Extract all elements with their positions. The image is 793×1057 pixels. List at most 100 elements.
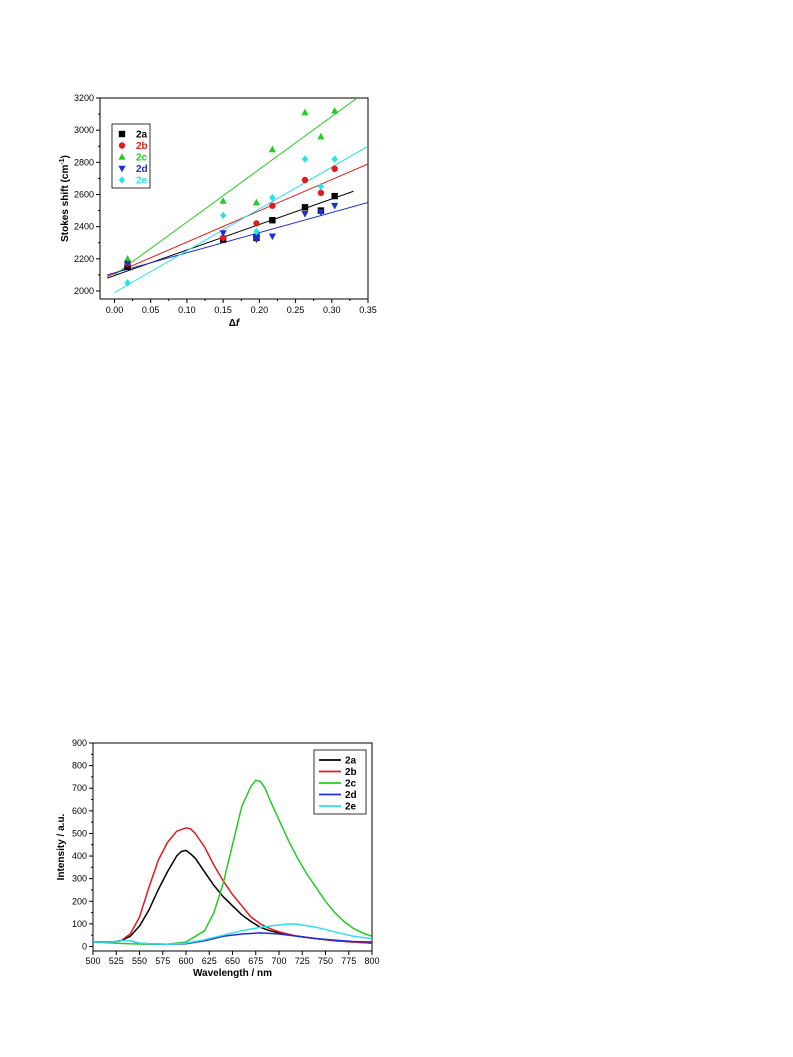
fit-line-2e [114,145,368,294]
y-tick-label: 500 [72,828,87,838]
y-axis-label: Intensity / a.u. [56,813,67,880]
x-tick-label: 750 [318,956,333,966]
legend-marker-2a [118,130,126,138]
x-tick-label: 600 [178,956,193,966]
data-point-2d [252,233,261,241]
y-tick-label: 2800 [74,157,94,167]
data-point-2b [331,165,338,172]
x-tick-label: 525 [109,956,124,966]
data-point-2d [301,210,309,218]
x-tick-label: 625 [202,956,217,966]
x-tick-label: 775 [341,956,356,966]
legend-label-2e: 2e [345,802,357,813]
series-2b [124,165,338,267]
data-point-2a [301,204,309,211]
data-point-2e [253,227,260,236]
x-tick-label: 0.30 [323,305,341,315]
data-point-2c [219,197,227,204]
y-axis-label: Stokes shift (cm-1) [59,155,71,242]
data-point-2a [331,192,338,200]
y-tick-label: 900 [72,738,87,748]
data-point-2d [317,209,325,216]
legend-box [111,123,151,189]
y-tick-label: 2000 [74,286,94,296]
x-axis-label-main: Δ [229,318,236,329]
y-tick-label: 200 [72,896,87,906]
data-point-2b [253,220,260,227]
data-point-2b [219,234,227,242]
x-tick-label: 725 [295,956,310,966]
data-point-2b [301,176,309,184]
data-point-2b [269,202,276,209]
y-tick-label: 700 [72,783,87,793]
legend-label-2d: 2d [136,164,148,175]
spectra-lines [93,779,372,945]
fit-line-2c [114,98,358,276]
x-axis-label-italic: f [236,318,241,329]
y-tick-label: 800 [72,761,87,771]
legend-label-2c: 2c [136,153,148,164]
series-2c [123,107,339,262]
x-tick-label: 0.05 [142,305,160,315]
data-point-2e [317,182,325,191]
data-point-2d [123,260,132,268]
legend-label-2c: 2c [345,779,357,790]
data-point-2d [268,233,276,241]
x-tick-label: 575 [155,956,170,966]
legend-label-2d: 2d [345,790,357,801]
legend-label-2b: 2b [345,767,357,778]
fit-lines [107,98,368,294]
legend-marker-2e [118,176,126,184]
x-tick-label: 0.10 [178,305,196,315]
x-axis-label: Δf [229,318,241,329]
data-point-2c [331,107,339,114]
data-point-2e [124,279,131,287]
fit-line-2b [107,163,368,277]
fit-line-2d [107,202,368,276]
data-point-2e [301,155,309,163]
y-tick-label: 2400 [74,222,94,232]
series-line-2c [93,779,372,945]
x-tick-label: 550 [132,956,147,966]
data-point-2e [269,193,276,202]
y-tick-label: 400 [72,851,87,861]
y-tick-label: 3200 [74,93,94,103]
emission-spectra-chart: 500 525 550 575 600 625 650 675 700 725 750 775 800 0… [56,738,380,979]
data-point-2d [331,202,339,210]
series-2e [124,155,338,287]
legend-label-2a: 2a [345,756,357,767]
legend-marker-2d [118,165,126,173]
stokes-shift-chart: 0.00 0.05 0.10 0.15 0.20 0.25 0.30 0.35 2000 2200… [59,93,377,329]
data-point-2c [123,255,132,262]
data-point-2d [219,230,227,237]
y-axis-label-main: Stokes shift (cm [60,165,71,242]
x-tick-label: 0.25 [287,305,305,315]
x-tick-label: 0.15 [214,305,232,315]
data-point-2a [269,217,276,224]
y-tick-label: 0 [82,941,87,951]
x-tick-label: 0.35 [359,305,377,315]
y-tick-label: 300 [72,874,87,884]
y-tick-label: 2200 [74,254,94,264]
legend-label-2b: 2b [136,141,148,152]
x-tick-label: 0.00 [106,305,124,315]
data-point-2c [268,145,276,153]
data-point-2b [317,189,325,197]
x-tick-label: 800 [364,956,379,966]
series-line-2a [93,849,372,944]
y-axis-label-close: ) [60,155,71,158]
data-point-2c [317,132,325,140]
plot-frame [99,97,369,300]
legend-label-2a: 2a [136,130,148,141]
y-tick-label: 2600 [74,189,94,199]
legend-marker-2b [118,142,126,149]
y-tick-label: 3000 [74,125,94,135]
x-tick-label: 650 [225,956,240,966]
x-tick-label: 700 [271,956,286,966]
y-tick-label: 600 [72,806,87,816]
data-point-2e [219,211,227,220]
y-tick-label: 100 [72,919,87,929]
legend-marker-2c [118,153,126,160]
data-point-2c [252,198,261,206]
series-2a [124,192,338,271]
